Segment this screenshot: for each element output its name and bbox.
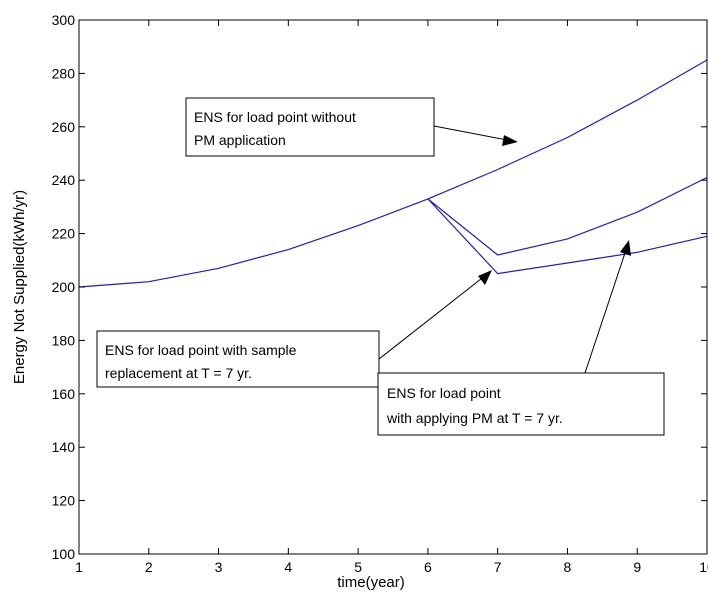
x-tick-label: 7 xyxy=(494,559,502,575)
x-tick-label: 1 xyxy=(75,559,83,575)
series-line-2 xyxy=(427,176,708,256)
annotation-line: replacement at T = 7 yr. xyxy=(105,365,252,381)
annotation-box xyxy=(96,330,380,388)
x-tick-label: 8 xyxy=(564,559,572,575)
y-tick-label: 240 xyxy=(52,172,76,188)
annotation-box xyxy=(185,97,435,157)
series-layer xyxy=(78,59,708,288)
y-tick-label: 220 xyxy=(52,226,76,242)
annotation-arrowhead xyxy=(502,135,518,146)
x-tick-label: 3 xyxy=(215,559,223,575)
x-tick-label: 6 xyxy=(424,559,432,575)
annotation-line: ENS for load point without xyxy=(194,109,356,125)
annotation-arrow-line xyxy=(584,246,628,374)
ticks-layer: 1 2 3 4 5 6 7 8 9 10 100 120 140 160 180 200 220 240 260 28… xyxy=(52,12,708,575)
y-tick-label: 140 xyxy=(52,439,76,455)
annotation-line: ENS for load point with sample xyxy=(105,342,297,358)
annotation-sample-replacement: ENS for load point with sample replaceme… xyxy=(96,270,492,388)
annotation-line: with applying PM at T = 7 yr. xyxy=(386,410,563,426)
x-tick-label: 4 xyxy=(284,559,292,575)
annotation-line: ENS for load point xyxy=(387,385,501,401)
series-line-1 xyxy=(78,59,708,288)
x-tick-label: 10 xyxy=(699,559,708,575)
y-tick-label: 200 xyxy=(52,279,76,295)
y-tick-label: 300 xyxy=(52,12,76,28)
annotation-without-pm: ENS for load point without PM applicatio… xyxy=(185,97,518,157)
series-line-3 xyxy=(427,198,708,275)
x-axis-title: time(year) xyxy=(337,574,405,591)
y-tick-label: 180 xyxy=(52,332,76,348)
annotation-line: PM application xyxy=(194,132,286,148)
x-tick-label: 5 xyxy=(354,559,362,575)
annotation-box xyxy=(377,372,665,436)
y-tick-label: 120 xyxy=(52,493,76,509)
y-axis-title: Energy Not Supplied(kWh/yr) xyxy=(11,190,28,384)
x-tick-label: 9 xyxy=(633,559,641,575)
annotation-arrowhead xyxy=(478,270,492,285)
annotation-arrow-line xyxy=(433,125,513,142)
annotation-applying-pm: ENS for load point with applying PM at T… xyxy=(377,240,665,436)
y-tick-label: 100 xyxy=(52,546,76,562)
y-tick-label: 260 xyxy=(52,119,76,135)
y-tick-label: 280 xyxy=(52,65,76,81)
x-tick-label: 2 xyxy=(145,559,153,575)
y-tick-label: 160 xyxy=(52,386,76,402)
annotation-arrow-line xyxy=(378,274,487,360)
annotation-arrowhead xyxy=(620,240,631,256)
